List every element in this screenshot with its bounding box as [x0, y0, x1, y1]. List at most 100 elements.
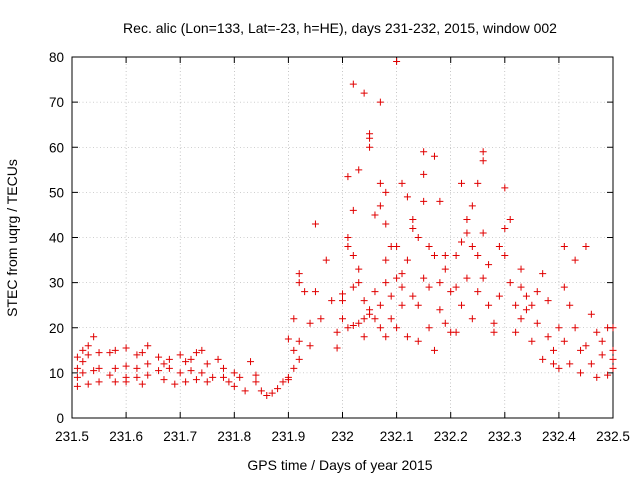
data-point	[290, 346, 298, 354]
data-point	[458, 238, 466, 246]
data-point	[458, 301, 466, 309]
data-point	[355, 265, 363, 273]
data-point	[355, 319, 363, 327]
data-point	[138, 349, 146, 357]
data-point	[403, 256, 411, 264]
y-tick-label: 30	[49, 276, 64, 291]
data-point	[225, 378, 233, 386]
data-point	[176, 369, 184, 377]
data-point	[95, 349, 103, 357]
data-point	[182, 358, 190, 366]
x-tick-label: 231.5	[55, 429, 89, 444]
chart-title: Rec. alic (Lon=133, Lat=-23, h=HE), days…	[123, 20, 557, 36]
data-point	[420, 197, 428, 205]
data-point	[241, 387, 249, 395]
data-point	[549, 360, 557, 368]
data-point	[430, 152, 438, 160]
data-point	[393, 58, 401, 66]
data-point	[187, 367, 195, 375]
data-point	[582, 342, 590, 350]
data-point	[587, 360, 595, 368]
data-point	[549, 346, 557, 354]
data-point	[344, 234, 352, 241]
data-point	[317, 315, 325, 323]
plot-frame	[71, 56, 614, 419]
data-point	[122, 362, 130, 370]
x-tick-label: 232.3	[488, 429, 522, 444]
data-point	[133, 373, 141, 381]
data-point	[566, 301, 574, 309]
data-point	[430, 346, 438, 354]
data-point	[284, 373, 292, 381]
data-point	[512, 301, 520, 309]
data-point	[387, 315, 395, 323]
data-point	[376, 301, 384, 309]
data-point	[387, 292, 395, 300]
data-point	[420, 148, 428, 156]
data-point	[268, 389, 276, 397]
data-point	[501, 252, 509, 260]
data-point	[441, 252, 449, 260]
data-point	[571, 324, 579, 332]
data-point	[479, 274, 487, 282]
data-point	[501, 224, 509, 232]
data-point	[528, 301, 536, 309]
data-point	[533, 319, 541, 327]
data-point	[430, 252, 438, 260]
data-point	[587, 310, 595, 318]
data-point	[560, 283, 568, 291]
data-point	[447, 288, 455, 296]
data-point	[463, 274, 471, 282]
x-tick-label: 231.7	[163, 429, 197, 444]
data-point	[609, 324, 617, 332]
data-points	[73, 58, 617, 399]
data-point	[73, 364, 81, 372]
x-tick-label: 231.8	[217, 429, 251, 444]
data-point	[539, 355, 547, 363]
data-point	[333, 344, 341, 352]
data-point	[230, 382, 238, 390]
data-point	[295, 355, 303, 363]
data-point	[214, 355, 222, 363]
data-point	[506, 215, 514, 223]
data-point	[122, 378, 130, 386]
data-point	[160, 376, 168, 384]
data-point	[171, 380, 179, 388]
data-point	[609, 346, 617, 354]
data-point	[247, 358, 255, 366]
x-tick-label: 231.6	[109, 429, 143, 444]
data-point	[95, 378, 103, 386]
data-point	[322, 256, 330, 264]
data-point	[598, 337, 606, 345]
data-point	[474, 252, 482, 260]
data-point	[425, 283, 433, 291]
x-tick-label: 232	[331, 429, 354, 444]
data-point	[555, 324, 563, 332]
data-point	[165, 364, 173, 372]
data-point	[376, 98, 384, 106]
data-point	[528, 337, 536, 345]
data-point	[409, 224, 417, 232]
data-point	[398, 179, 406, 187]
data-point	[290, 315, 298, 323]
data-point	[360, 297, 368, 305]
data-point	[409, 292, 417, 300]
data-point	[436, 279, 444, 287]
data-point	[436, 197, 444, 205]
x-tick-label: 232.2	[434, 429, 468, 444]
data-point	[203, 378, 211, 386]
data-point	[495, 243, 503, 251]
x-tick-label: 232.1	[380, 429, 414, 444]
data-point	[349, 321, 357, 329]
data-point	[382, 279, 390, 287]
y-axis-label: STEC from uqrg / TECUs	[4, 159, 20, 317]
data-point	[122, 344, 130, 352]
data-point	[479, 148, 487, 156]
data-point	[360, 333, 368, 341]
data-point	[252, 378, 260, 386]
data-point	[328, 297, 336, 305]
data-point	[485, 261, 493, 269]
data-point	[414, 301, 422, 309]
data-point	[474, 179, 482, 187]
data-point	[106, 349, 114, 357]
